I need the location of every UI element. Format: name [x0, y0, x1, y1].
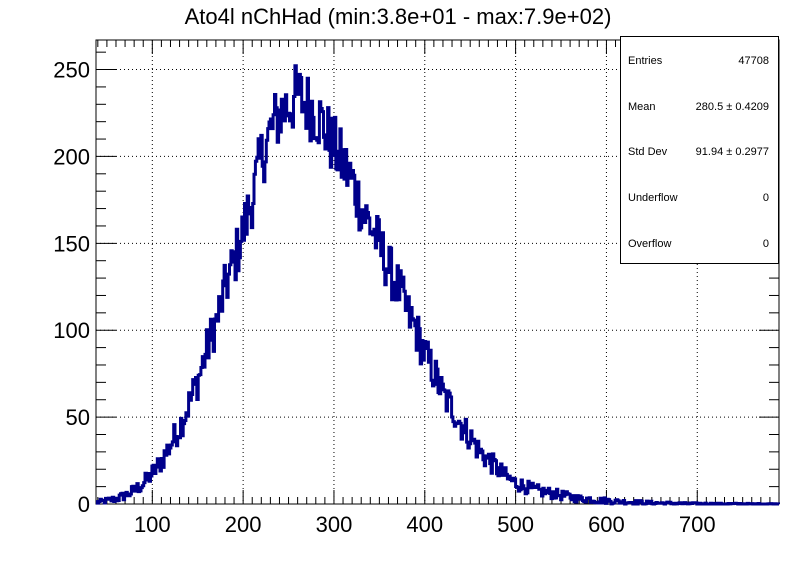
stats-value: 0	[762, 192, 769, 204]
x-tick-label: 500	[497, 512, 534, 537]
stats-value: 47708	[738, 55, 769, 67]
stats-box: Entries 47708 Mean 280.5 ± 0.4209 Std De…	[620, 36, 779, 264]
x-tick-label: 700	[679, 512, 716, 537]
chart-title: Ato4l nChHad (min:3.8e+01 - max:7.9e+02)	[184, 4, 612, 29]
stats-label: Std Dev	[628, 146, 668, 158]
grid-lines	[96, 40, 779, 504]
stats-value: 280.5 ± 0.4209	[695, 101, 769, 113]
histogram-line	[95, 64, 780, 506]
stats-label: Mean	[628, 101, 656, 113]
y-tick-label: 0	[78, 492, 90, 517]
stats-value: 0	[762, 238, 769, 250]
y-tick-label: 50	[66, 405, 90, 430]
x-tick-label: 200	[225, 512, 262, 537]
x-tick-label: 400	[406, 512, 443, 537]
plot-frame	[95, 39, 780, 505]
stats-row-entries: Entries 47708	[628, 53, 769, 69]
x-tick-label: 600	[588, 512, 625, 537]
tick-labels: 100 200 300 400 500 600 700 0 50 100 150 200 250	[53, 58, 715, 537]
y-tick-label: 150	[53, 231, 90, 256]
stats-row-underflow: Underflow 0	[628, 190, 769, 206]
y-tick-label: 200	[53, 144, 90, 169]
stats-label: Underflow	[628, 192, 678, 204]
plot-border	[95, 39, 780, 505]
x-tick-label: 300	[316, 512, 353, 537]
stats-value: 91.94 ± 0.2977	[695, 146, 769, 158]
stats-row-stddev: Std Dev 91.94 ± 0.2977	[628, 144, 769, 160]
stats-row-overflow: Overflow 0	[628, 236, 769, 252]
stats-label: Entries	[628, 55, 663, 67]
stats-row-mean: Mean 280.5 ± 0.4209	[628, 99, 769, 115]
stats-label: Overflow	[628, 238, 672, 250]
y-tick-label: 100	[53, 318, 90, 343]
x-tick-label: 100	[134, 512, 171, 537]
y-tick-label: 250	[53, 58, 90, 83]
histogram-series	[95, 64, 780, 506]
